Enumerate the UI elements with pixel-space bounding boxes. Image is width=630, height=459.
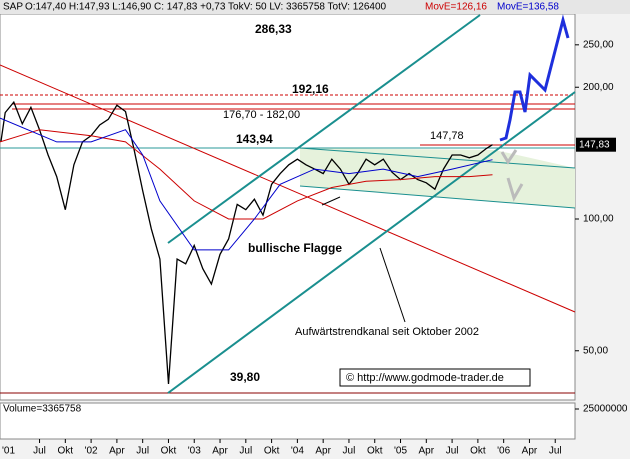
annotation: © http://www.godmode-trader.de bbox=[346, 372, 504, 384]
x-tick-label: Okt bbox=[470, 446, 486, 457]
x-tick-label: Jul bbox=[239, 446, 252, 457]
x-tick-label: Apr bbox=[109, 446, 125, 457]
arrow bbox=[379, 247, 406, 323]
x-tick-label: Okt bbox=[367, 446, 383, 457]
plot-area bbox=[0, 13, 576, 401]
legend-entry: MovE=136,58 bbox=[497, 2, 559, 13]
x-tick-label: Jul bbox=[136, 446, 149, 457]
x-tick-label: Okt bbox=[264, 446, 280, 457]
price-tag-label: 147,83 bbox=[579, 139, 610, 150]
credit-box bbox=[339, 368, 531, 387]
annotation: 147,78 bbox=[430, 130, 464, 142]
x-tick-label: Apr bbox=[212, 446, 228, 457]
projection-path bbox=[499, 14, 570, 142]
downtrend-line bbox=[0, 64, 576, 313]
hint-mark bbox=[500, 149, 518, 165]
legend-entry: MovE=126,16 bbox=[425, 2, 487, 13]
annotation: 192,16 bbox=[292, 82, 329, 96]
moving-average bbox=[0, 117, 493, 251]
x-tick-label: Jul bbox=[33, 446, 46, 457]
annotation: 39,80 bbox=[230, 370, 260, 384]
annotation: Aufwärtstrendkanal seit Oktober 2002 bbox=[295, 326, 479, 338]
header-values: O:147,40 H:147,93 L:146,90 C: 147,83 +0,… bbox=[25, 2, 387, 13]
hint-mark bbox=[506, 177, 524, 202]
x-tick-label: Jul bbox=[343, 446, 356, 457]
annotation: 143,94 bbox=[236, 132, 273, 146]
header-bar bbox=[0, 0, 630, 14]
volume-label: Volume=3365758 bbox=[3, 404, 82, 415]
annotation: bullische Flagge bbox=[248, 241, 342, 255]
y-tick-label: 250,00 bbox=[583, 39, 614, 50]
x-tick-label: '03 bbox=[188, 446, 201, 457]
x-tick-label: Okt bbox=[161, 446, 177, 457]
flag-line bbox=[299, 147, 576, 169]
y-tick-label: 100,00 bbox=[583, 214, 614, 225]
x-tick-label: '02 bbox=[85, 446, 98, 457]
x-tick-label: '05 bbox=[394, 446, 407, 457]
volume-tick-label: 25000000 bbox=[583, 404, 628, 415]
x-tick-label: '01 bbox=[2, 446, 15, 457]
y-tick-label: 200,00 bbox=[583, 82, 614, 93]
y-tick-label: 50,00 bbox=[583, 345, 608, 356]
price-tag bbox=[576, 137, 616, 152]
flag-line bbox=[299, 185, 576, 209]
x-tick-label: Okt bbox=[58, 446, 74, 457]
x-tick-label: Apr bbox=[419, 446, 435, 457]
annotation: 286,33 bbox=[255, 22, 292, 36]
x-tick-label: Apr bbox=[522, 446, 538, 457]
x-tick-label: Apr bbox=[315, 446, 331, 457]
x-tick-label: '06 bbox=[497, 446, 510, 457]
arrow bbox=[321, 196, 341, 206]
x-tick-label: Jul bbox=[549, 446, 562, 457]
x-tick-label: Jul bbox=[446, 446, 459, 457]
series-name: SAP bbox=[3, 2, 23, 13]
annotation: 176,70 - 182,00 bbox=[223, 109, 300, 121]
x-tick-label: '04 bbox=[291, 446, 304, 457]
channel-line bbox=[167, 91, 576, 394]
channel-line bbox=[167, 14, 481, 244]
volume-area bbox=[0, 402, 576, 440]
